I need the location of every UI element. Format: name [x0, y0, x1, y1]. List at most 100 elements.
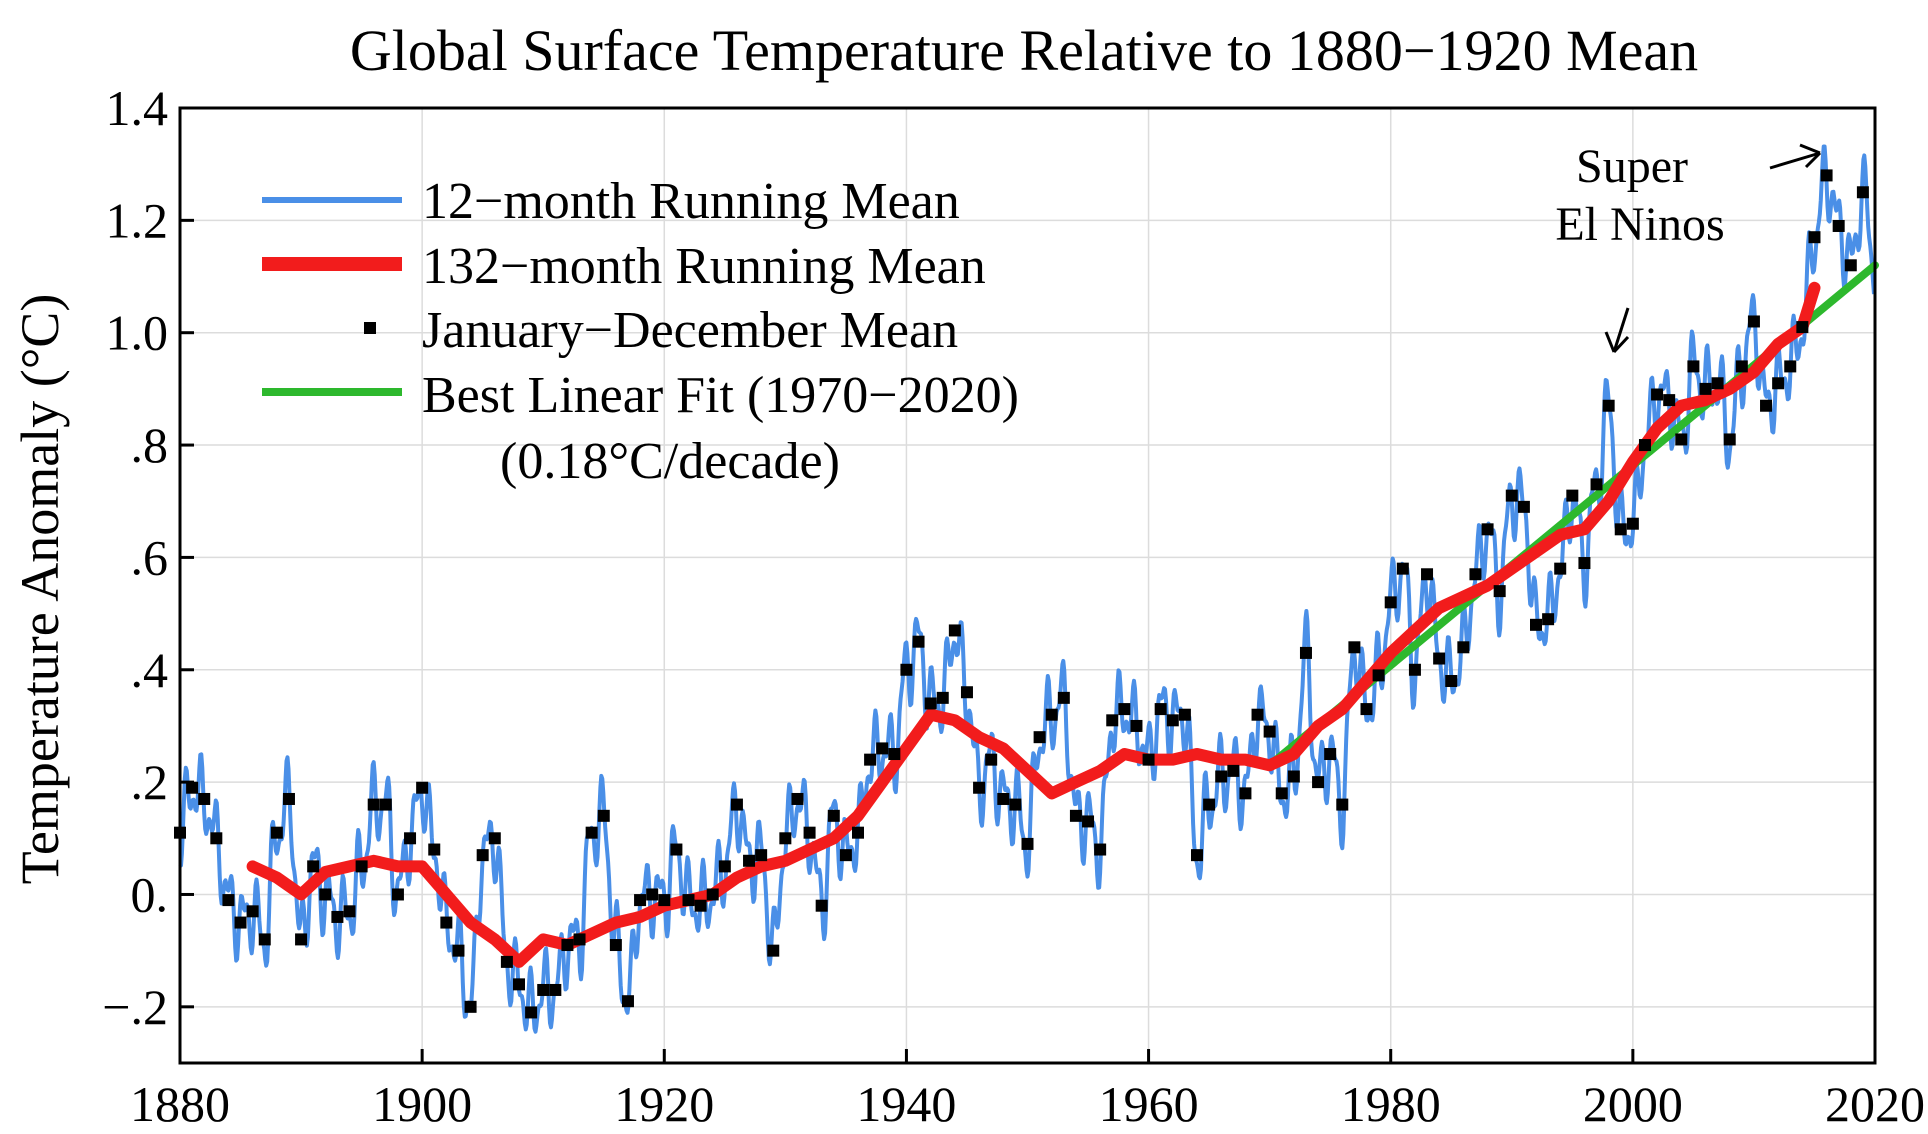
annual-mean-point — [258, 933, 271, 946]
annual-mean-point — [1517, 500, 1530, 513]
y-tick-label: 1.0 — [106, 305, 169, 361]
annual-mean-point — [1675, 433, 1688, 446]
annual-mean-point — [488, 832, 501, 845]
annual-mean-point — [1481, 523, 1494, 536]
annual-mean-point — [1566, 489, 1579, 502]
annual-mean-point — [888, 748, 901, 761]
annual-mean-point — [1384, 596, 1397, 609]
annual-mean-point — [1312, 776, 1325, 789]
annual-mean-point — [1820, 169, 1833, 182]
annual-mean-point — [1166, 714, 1179, 727]
arrow-2016-icon — [1769, 143, 1822, 170]
el-nino-annotation: Super El Ninos — [1555, 140, 1822, 354]
running132-line — [246, 281, 1821, 968]
annual-mean-point — [561, 939, 574, 952]
annual-mean-point — [1663, 394, 1676, 407]
legend-label-running132: 132−month Running Mean — [422, 238, 986, 295]
annual-mean-point — [936, 691, 949, 704]
y-tick-label: 1.2 — [106, 192, 169, 248]
annual-mean-point — [779, 832, 792, 845]
x-tick-label: 2020 — [1825, 1076, 1925, 1132]
annual-mean-point — [391, 888, 404, 901]
annual-mean-point — [973, 781, 986, 794]
annual-mean-point — [585, 826, 598, 839]
annual-mean-point — [210, 832, 223, 845]
annual-mean-point — [1227, 764, 1240, 777]
y-tick-label: 0. — [131, 866, 169, 922]
annual-mean-point — [1445, 675, 1458, 687]
annual-mean-point — [1711, 377, 1724, 390]
annual-mean-point — [1638, 439, 1651, 452]
annual-mean-point — [1178, 708, 1191, 721]
annual-mean-point — [452, 944, 465, 957]
chart-title: Global Surface Temperature Relative to 1… — [350, 18, 1698, 83]
annual-mean-point — [1239, 787, 1252, 800]
annual-mean-point — [803, 826, 816, 839]
annual-mean-point — [573, 933, 586, 946]
annual-mean-point — [1760, 399, 1773, 412]
legend-swatch-annual — [364, 322, 376, 334]
annual-mean-point — [597, 809, 610, 822]
y-tick-label: .4 — [131, 642, 169, 698]
legend-label-running12: 12−month Running Mean — [422, 173, 960, 230]
annual-mean-point — [1360, 703, 1373, 716]
annual-mean-point — [1808, 231, 1821, 244]
legend-item-annual: January−December Mean — [364, 302, 958, 359]
annual-mean-point — [1106, 714, 1119, 727]
annual-mean-point — [1130, 719, 1143, 732]
y-tick-label: 1.4 — [106, 80, 169, 136]
annual-mean-point — [1747, 315, 1760, 328]
annual-mean-point — [1530, 618, 1542, 631]
arrow-1998-icon — [1604, 307, 1630, 354]
annual-mean-point — [815, 899, 828, 912]
annual-mean-point — [1069, 809, 1082, 822]
annual-mean-point — [1457, 641, 1470, 654]
annual-mean-point — [1348, 641, 1361, 654]
annual-mean-point — [864, 753, 877, 766]
legend-item-running132: 132−month Running Mean — [262, 238, 986, 295]
annual-mean-point — [464, 1000, 477, 1013]
annual-mean-point — [234, 916, 247, 929]
annual-mean-point — [827, 809, 840, 822]
annual-mean-point — [1856, 186, 1869, 199]
annual-mean-point — [1033, 731, 1046, 744]
annual-mean-point — [1045, 708, 1058, 721]
annual-mean-point — [658, 894, 671, 907]
annual-mean-point — [743, 854, 756, 867]
y-tick-label: −.2 — [102, 979, 168, 1035]
annual-mean-point — [270, 826, 283, 839]
annual-mean-point — [682, 894, 695, 907]
annual-mean-point — [1469, 568, 1482, 581]
annual-mean-point — [295, 933, 308, 946]
x-tick-label: 1940 — [856, 1076, 956, 1132]
annual-mean-point — [1626, 517, 1639, 530]
annual-mean-point — [1275, 787, 1288, 800]
annual-mean-point — [839, 849, 852, 862]
annual-mean-point — [440, 916, 453, 929]
annual-mean-point — [1082, 815, 1095, 828]
legend-item-fit: Best Linear Fit (1970−2020) — [262, 367, 1019, 424]
annual-mean-point — [1796, 321, 1809, 334]
running12-line — [178, 144, 1876, 1034]
annual-mean-point — [948, 624, 961, 637]
annotation-line-2: El Ninos — [1555, 198, 1724, 251]
legend: 12−month Running Mean 132−month Running … — [262, 173, 1019, 490]
x-tick-label: 2000 — [1583, 1076, 1683, 1132]
y-tick-label: .6 — [131, 529, 169, 585]
annual-mean-point — [476, 849, 489, 862]
running-mean-12-series — [178, 144, 1876, 1034]
x-tick-label: 1980 — [1341, 1076, 1441, 1132]
annual-mean-point — [1142, 753, 1155, 766]
annual-mean-point — [1844, 259, 1857, 272]
annual-mean-point — [1784, 360, 1797, 373]
annual-mean-point — [246, 905, 259, 918]
annual-mean-point — [718, 860, 731, 873]
annual-mean-point — [331, 910, 344, 923]
annual-mean-point — [1723, 433, 1736, 446]
legend-label-annual: January−December Mean — [422, 302, 958, 359]
annual-mean-point — [900, 663, 913, 676]
annual-mean-point — [1493, 585, 1506, 598]
annual-mean-point — [367, 798, 380, 811]
annual-mean-point — [694, 899, 707, 912]
annual-mean-point — [355, 860, 368, 873]
